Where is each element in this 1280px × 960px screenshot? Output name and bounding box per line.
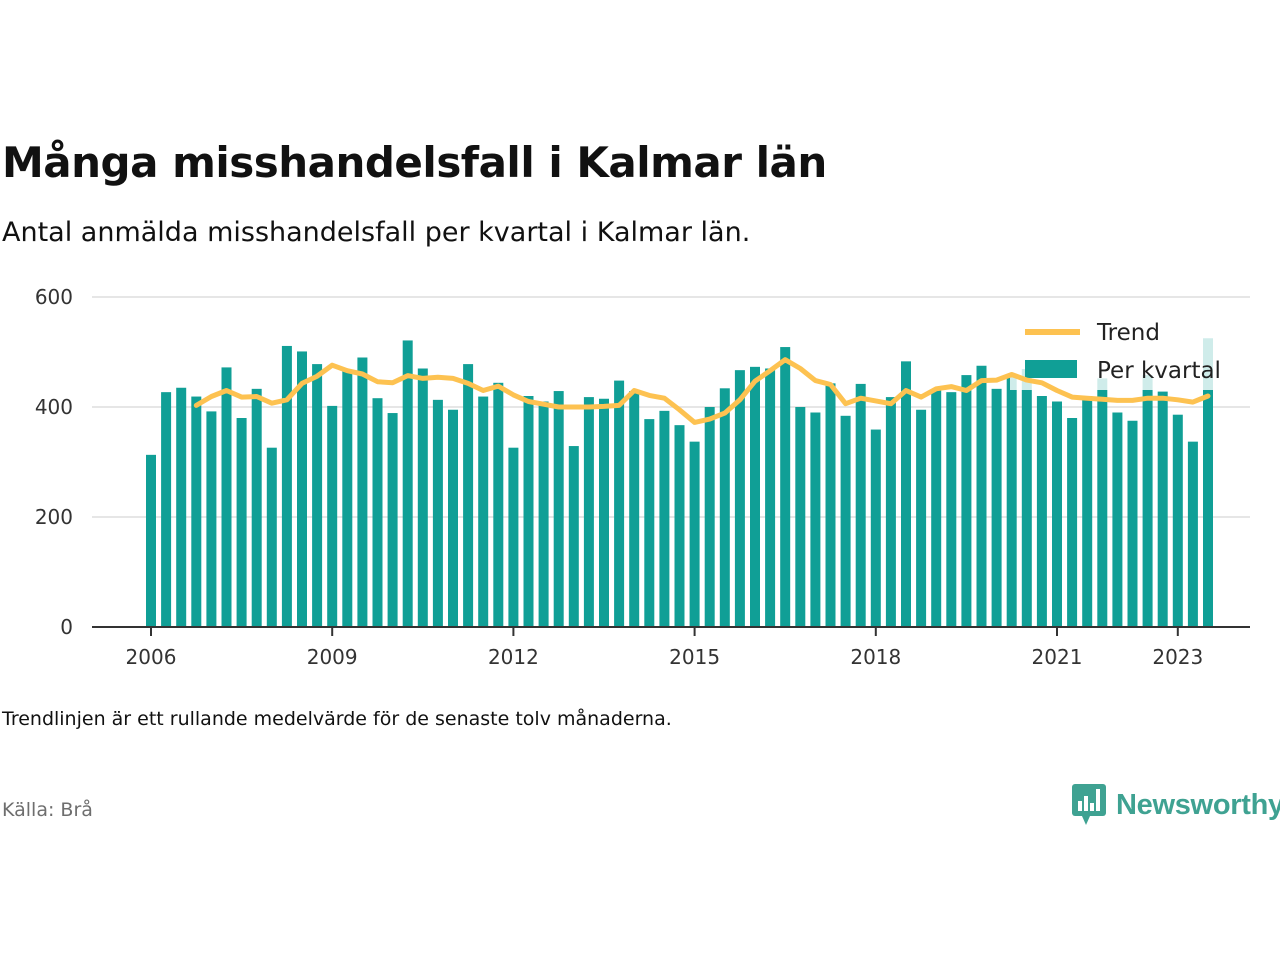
bar [810,412,821,627]
bar [1082,396,1093,627]
bar [991,388,1002,627]
source-credit: Källa: Brå [2,799,93,821]
bar [417,368,428,627]
bar [327,405,338,627]
bar [825,383,836,627]
bar [1006,377,1017,627]
bar [780,347,791,627]
bar [357,357,368,627]
bar [931,389,942,627]
bar [1157,391,1168,627]
brand-name: Newsworthy [1116,788,1280,821]
bar [236,418,247,627]
x-tick-label: 2006 [126,645,177,669]
bar [765,368,776,627]
trend-series [193,357,1211,425]
bar [478,396,489,627]
bar [855,383,866,627]
chart-note: Trendlinjen är ett rullande medelvärde f… [2,708,672,730]
bar [1021,369,1032,627]
x-tick-label: 2023 [1152,645,1203,669]
x-tick-label: 2009 [307,645,358,669]
bar [176,387,187,627]
bar [146,454,156,627]
bar [523,396,534,627]
y-tick-label: 200 [35,505,73,529]
bar [281,345,292,627]
legend-bars-swatch [1025,360,1077,378]
bar [583,397,594,627]
newsworthy-chart-bubble-icon [1072,784,1106,825]
bar [1052,401,1062,627]
y-tick-label: 0 [60,615,73,639]
trend-line [193,357,1211,425]
bar [206,411,217,627]
bar [840,415,851,627]
bar [704,407,715,627]
x-tick-label: 2012 [488,645,539,669]
bar [161,392,172,627]
bar [553,391,564,627]
x-axis-ticks: 2006 2009 2012 2015 2018 2021 2023 [126,627,1203,669]
bar [191,396,202,627]
bar [463,364,474,627]
bar [1127,420,1138,627]
x-tick-label: 2015 [669,645,720,669]
bar [402,340,413,627]
y-axis-ticks: 0 200 400 600 [35,285,73,639]
bar [1097,378,1108,627]
bar [644,419,655,627]
bar [568,446,579,627]
bar [629,391,640,627]
bar [1112,412,1123,627]
bar [312,364,323,627]
bar [870,429,881,627]
bar [689,441,700,627]
bar [750,366,760,627]
bar [538,401,549,627]
bar [674,425,685,627]
bar [1142,375,1153,627]
bar [885,397,896,627]
bar [221,367,232,627]
bar [448,409,458,627]
chart-area: Trend Per kvartal 0 200 400 600 2006 2009 201… [35,285,1250,669]
bar [976,365,987,627]
bar [508,447,519,627]
bar [432,399,443,627]
bar [795,407,806,627]
bar [266,447,277,627]
bar [719,388,730,627]
x-tick-label: 2021 [1032,645,1083,669]
brand-logo: Newsworthy [1072,784,1280,826]
bar [251,388,262,627]
bar [1187,441,1198,627]
bar [1172,414,1183,627]
chart-subtitle: Antal anmälda misshandelsfall per kvarta… [2,217,751,248]
y-tick-label: 400 [35,395,73,419]
bar [599,398,609,627]
bar [297,351,307,627]
y-tick-label: 600 [35,285,73,309]
bar [734,370,745,627]
bar [342,370,353,627]
legend-bars-label: Per kvartal [1097,358,1221,384]
legend: Trend Per kvartal [1010,312,1250,390]
bar [946,392,957,627]
bar [493,382,504,627]
bar [1203,338,1213,627]
bar [387,413,398,627]
bar [901,361,911,627]
bar [614,380,625,627]
bar [961,375,972,627]
bar [1067,418,1078,627]
bar [1036,396,1047,627]
x-tick-label: 2018 [850,645,901,669]
bar [659,410,670,627]
bar [372,398,383,627]
bar [916,409,927,627]
chart-title: Många misshandelsfall i Kalmar län [2,138,827,187]
bar-series [146,338,1213,627]
legend-trend-label: Trend [1096,320,1160,346]
